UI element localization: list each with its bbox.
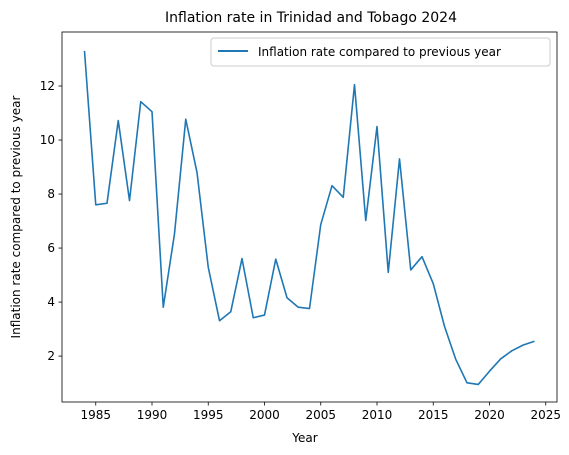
y-tick-label: 6 [47,241,55,255]
y-axis-title: Inflation rate compared to previous year [9,95,23,338]
chart-title: Inflation rate in Trinidad and Tobago 20… [165,10,457,26]
y-tick-label: 10 [40,133,55,147]
x-axis-ticks: 1985 1990 1995 2000 2005 2010 2015 2020 2025 [80,402,561,422]
x-axis-title: Year [291,431,317,445]
series-group [85,51,535,385]
x-tick-label: 2015 [418,408,449,422]
x-tick-label: 2000 [249,408,280,422]
y-tick-label: 12 [40,79,55,93]
x-tick-label: 2025 [530,408,561,422]
x-tick-label: 2020 [474,408,505,422]
legend: Inflation rate compared to previous year [211,38,550,66]
x-tick-label: 1995 [193,408,224,422]
legend-entry: Inflation rate compared to previous year [258,45,501,59]
plot-area [62,32,557,402]
axes-frame [62,32,557,402]
series-line [85,51,535,385]
y-tick-label: 4 [47,295,55,309]
y-tick-label: 8 [47,187,55,201]
y-axis-ticks: 2 4 6 8 10 12 [40,79,62,363]
x-tick-label: 1990 [137,408,168,422]
x-tick-label: 2010 [362,408,393,422]
y-tick-label: 2 [47,349,55,363]
x-tick-label: 2005 [305,408,336,422]
x-tick-label: 1985 [80,408,111,422]
